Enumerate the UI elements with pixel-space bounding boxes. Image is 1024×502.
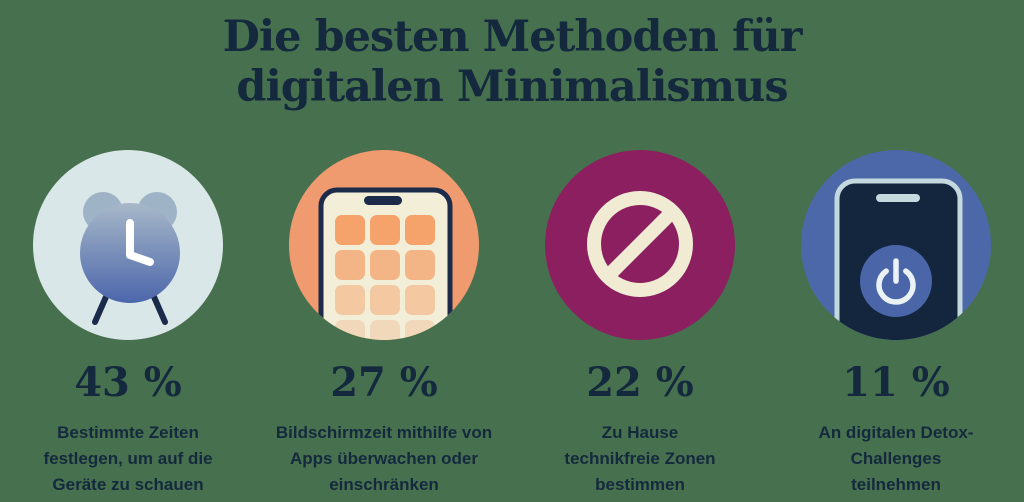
method-caption: An digitalen Detox- Challenges teilnehme… — [818, 423, 974, 494]
prohibition-sign-icon — [545, 150, 735, 340]
percentage-value: 27 % — [330, 359, 438, 406]
percentage-value: 22 % — [586, 359, 694, 406]
method-caption: Bestimmte Zeiten festlegen, um auf die G… — [43, 423, 213, 494]
method-item-festgelegte-zeiten: 43 % Bestimmte Zeiten festlegen, um auf … — [0, 150, 256, 498]
alarm-clock-icon — [33, 150, 223, 340]
methods-row: 43 % Bestimmte Zeiten festlegen, um auf … — [0, 150, 1024, 498]
method-caption: Bildschirmzeit mithilfe von Apps überwac… — [275, 423, 493, 494]
percentage-value: 11 % — [842, 359, 950, 406]
smartphone-app-grid-icon — [289, 150, 479, 340]
method-item-technikfreie-zonen: 22 % Zu Hause technikfreie Zonen bestimm… — [512, 150, 768, 498]
percentage-value: 43 % — [74, 359, 182, 406]
infographic-title: Die besten Methoden für digitalen Minima… — [222, 12, 803, 112]
method-caption: Zu Hause technikfreie Zonen bestimmen — [564, 423, 716, 494]
method-item-detox-challenges: 11 % An digitalen Detox- Challenges teil… — [768, 150, 1024, 498]
smartphone-power-icon — [801, 150, 991, 340]
method-item-bildschirmzeit-apps: 27 % Bildschirmzeit mithilfe von Apps üb… — [256, 150, 512, 498]
